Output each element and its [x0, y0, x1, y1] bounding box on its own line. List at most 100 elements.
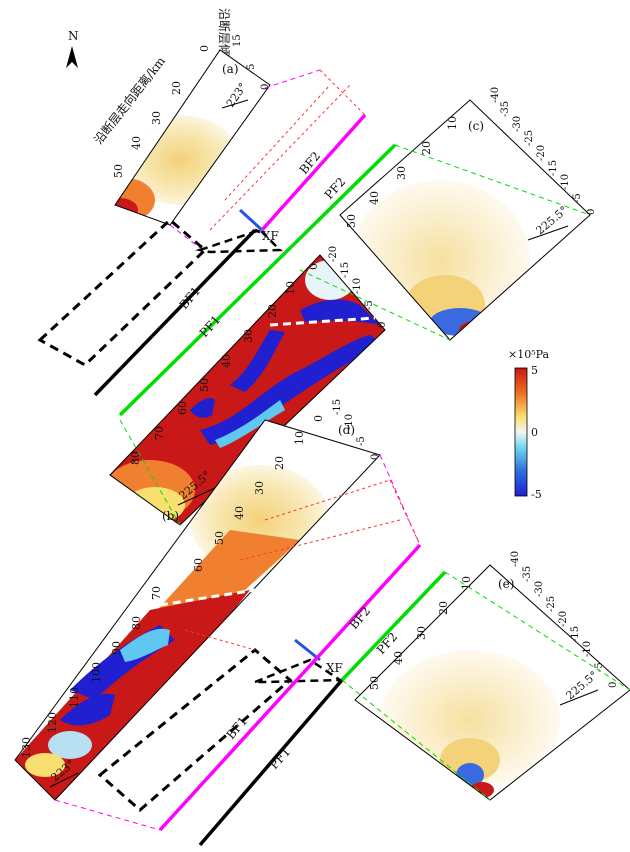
panel-b-strike-tick-1: 10 [284, 281, 297, 295]
panel-e-strike-tick-2: 20 [437, 601, 450, 615]
panel-e-strike-tick-4: 40 [392, 651, 405, 665]
panel-d-strike-tick-0: 0 [312, 415, 325, 422]
panel-d-strike-tick-8: 80 [130, 616, 143, 630]
top-xf-line [238, 208, 264, 232]
panel-d-strike-tick-2: 20 [273, 456, 286, 470]
panel-d-strike-tick-12: 120 [46, 712, 59, 733]
panel-c-dip-tick-35: -35 [500, 101, 511, 117]
panel-b-strike-tick-6: 60 [176, 401, 189, 415]
panel-a-dip-tick-0: 0 [260, 84, 271, 90]
panel-a-strike-tick-4: 40 [130, 136, 143, 150]
panel-e-angle-line [559, 689, 599, 706]
top-bf1-line [93, 228, 257, 397]
bottom-pf2-line [340, 570, 447, 682]
top-bf1-dashed-box [37, 217, 208, 367]
panel-c-dip-tick-0: 0 [586, 209, 597, 215]
panel-c-dip-tick-15: -15 [548, 160, 559, 176]
colorbar-tick-zero: 0 [531, 426, 538, 439]
panel-d-dip-tick-10: -10 [344, 414, 355, 430]
panel-c-dip-tick-5: -5 [572, 193, 583, 203]
panel-b-frame [109, 254, 386, 526]
panel-a-dip-tick-15: 15 [232, 34, 243, 47]
panel-e-strike-tick-1: 10 [460, 576, 473, 590]
panel-a-dip-tick-5: 5 [246, 64, 257, 70]
north-label: N [68, 29, 79, 43]
bottom-pf1-line [198, 678, 344, 847]
top-xf-label: XF [262, 229, 279, 243]
panel-d-strike-tick-4: 40 [233, 506, 246, 520]
panel-e-dip-tick-25: -25 [546, 596, 557, 612]
panel-e-strike-tick-3: 30 [415, 626, 428, 640]
panel-d-label: (d) [338, 423, 355, 437]
panel-d-strike-tick-1: 10 [293, 431, 306, 445]
panel-c-strike-tick-3: 30 [395, 166, 408, 180]
panel-a-strike-tick-5: 50 [112, 164, 125, 178]
panel-c-dip-tick-10: -10 [560, 174, 571, 190]
panel-a-strike-tick-0: 0 [198, 45, 211, 52]
panel-e-frame [354, 564, 630, 801]
panel-b-strike-tick-0: 0 [307, 263, 320, 270]
panel-b-strike-tick-8: 80 [129, 451, 142, 465]
top-xf-dashed-link [195, 228, 283, 254]
colorbar: ×10⁵Pa 5 0 -5 [508, 348, 550, 501]
bottom-pf1-label: PF1 [267, 745, 293, 772]
panel-d-strike-tick-13: 130 [20, 737, 33, 758]
panel-d-strike-tick-9: 90 [110, 641, 123, 655]
panel-b-dip-tick-0: 0 [377, 322, 388, 328]
panel-b-dip-tick-15: -15 [340, 262, 351, 278]
panel-e-dip-tick-30: -30 [534, 581, 545, 597]
panel-c-dip-tick-30: -30 [512, 116, 523, 132]
panel-d-dip-tick-0: 0 [370, 454, 381, 460]
panel-c-strike-tick-2: 20 [420, 141, 433, 155]
bottom-bf2-label: BF2 [347, 604, 374, 632]
panel-b-label: (b) [162, 509, 179, 523]
north-arrow: N [66, 29, 79, 68]
colorbar-tick-min: -5 [531, 488, 542, 501]
panel-c-dip-tick-40: -40 [490, 87, 501, 103]
bottom-bf1-dashed-box [97, 648, 293, 812]
panel-d-strike-tick-6: 60 [192, 558, 205, 572]
panel-e-dip-tick-20: -20 [558, 611, 569, 627]
colorbar-unit: ×10⁵Pa [508, 348, 550, 361]
panel-d-dip-tick-15: -15 [332, 399, 343, 415]
panel-a-strike-tick-2: 20 [170, 81, 183, 95]
panel-d-strike-tick-10: 100 [90, 662, 103, 683]
panel-e-dip-tick-35: -35 [522, 566, 533, 582]
panel-b-white-dashed-line [269, 316, 376, 327]
strike-axis-title: 沿断层走向距离/km [91, 53, 169, 147]
top-bf2-label: BF2 [297, 149, 324, 177]
panel-c-strike-tick-4: 40 [368, 191, 381, 205]
panel-b-dip-tick-20: -20 [328, 246, 339, 262]
panel-e-dip-tick-40: -40 [510, 551, 521, 567]
bottom-bf-line [158, 543, 422, 832]
top-pf2-label: PF2 [322, 175, 348, 202]
panel-b-dip-tick-5: -5 [364, 300, 375, 310]
panel-a: (a) 223° 0 20 30 40 50 15 5 0 [112, 34, 271, 226]
panel-b-strike-tick-3: 30 [242, 329, 255, 343]
panel-c-dip-tick-25: -25 [524, 130, 535, 146]
panel-c: (c) 225.5° 10 20 30 40 50 -40 -35 -30 -2… [339, 87, 597, 341]
panel-e-label: (e) [498, 577, 514, 591]
top-bf2-line [260, 113, 367, 232]
panel-d-strike-tick-7: 70 [150, 586, 163, 600]
panel-d-strike-tick-5: 50 [213, 531, 226, 545]
panel-d-strike-tick-11: 110 [68, 687, 81, 708]
panel-b-angle-line [177, 487, 216, 506]
top-pf-line [118, 143, 397, 417]
panel-a-angle-line [221, 99, 249, 109]
panel-e-dip-tick-5: -5 [594, 662, 605, 672]
top-fault-map: BF1 PF1 BF2 PF2 XF [37, 69, 591, 526]
panel-c-strike-tick-1: 10 [446, 116, 459, 130]
panel-d-dip-tick-5: -5 [356, 436, 367, 446]
panel-b: (b) 225.5° 0 10 20 30 40 50 60 70 80 -20… [109, 246, 388, 526]
panel-a-strike-tick-3: 30 [150, 111, 163, 125]
panel-e: (e) 225.5° 10 20 30 40 50 -40 -35 -30 -2… [354, 551, 630, 801]
panel-b-strike-tick-2: 20 [266, 304, 279, 318]
panel-e-dip-tick-0: 0 [608, 682, 619, 688]
panel-a-frame [114, 49, 271, 226]
panel-b-strike-tick-5: 50 [198, 378, 211, 392]
panel-e-strike-tick-5: 50 [368, 676, 381, 690]
panel-d-white-dashed-line [159, 588, 256, 607]
panel-b-strike-tick-7: 70 [153, 426, 166, 440]
